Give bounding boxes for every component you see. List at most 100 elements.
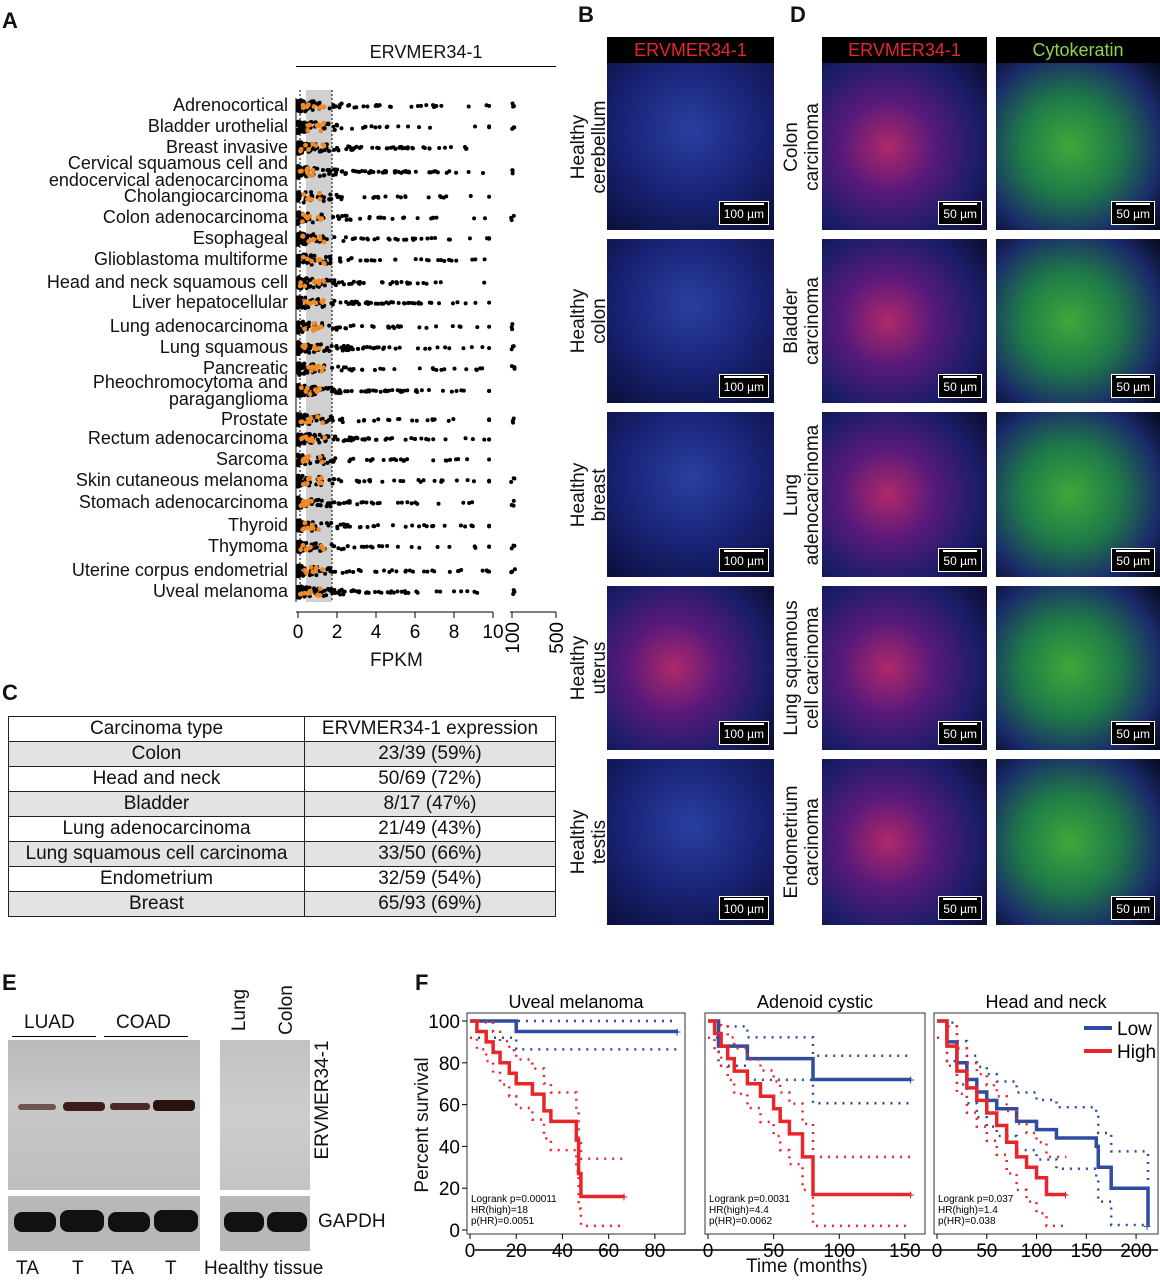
- tumor-dot: [510, 322, 515, 327]
- tumor-dot: [296, 191, 300, 196]
- tumor-dot: [325, 566, 330, 571]
- normal-dot: [316, 527, 321, 533]
- tumor-dot: [364, 500, 369, 505]
- tumor-dot: [361, 418, 366, 423]
- normal-dot: [311, 325, 316, 331]
- tumor-dot: [376, 589, 381, 594]
- tumor-dot: [443, 458, 448, 463]
- tumor-dot: [296, 130, 301, 135]
- panel-label-d: D: [790, 2, 806, 27]
- tumor-dot: [378, 215, 383, 220]
- tumor-dot: [482, 257, 487, 262]
- scale-bar: 50 µm: [1111, 374, 1155, 398]
- tumor-dot: [403, 590, 408, 595]
- tumor-dot: [352, 545, 357, 550]
- tumor-dot: [512, 366, 517, 371]
- group-label-luad: LUAD: [24, 1012, 75, 1033]
- tumor-dot: [329, 343, 334, 348]
- tumor-dot: [301, 200, 306, 205]
- tumor-dot: [297, 367, 302, 372]
- tumor-dot: [415, 281, 420, 286]
- tumor-dot: [419, 257, 424, 262]
- tumor-dot: [361, 125, 366, 130]
- tumor-dot: [487, 457, 492, 462]
- tumor-dot: [388, 436, 393, 441]
- category-label: Pheochromocytoma and paraganglioma: [92, 372, 288, 409]
- tumor-dot: [393, 236, 398, 241]
- tumor-dot: [343, 235, 348, 240]
- tumor-dot: [309, 190, 314, 195]
- scale-bar: 50 µm: [1111, 721, 1155, 745]
- y-tick-label: 20: [439, 1179, 460, 1200]
- normal-dot: [319, 480, 325, 486]
- tumor-dot: [433, 280, 438, 285]
- normal-dot: [319, 459, 325, 465]
- tumor-dot: [377, 103, 382, 108]
- category-label: Esophageal: [192, 228, 288, 248]
- tumor-dot: [296, 571, 301, 576]
- tumor-dot: [326, 148, 331, 153]
- x-tick-label: 200: [1120, 1241, 1152, 1262]
- tumor-dot: [344, 217, 349, 222]
- table-row: Head and neck 50/69 (72%): [8, 766, 556, 792]
- normal-dot: [298, 280, 304, 286]
- normal-dot: [302, 283, 308, 289]
- tumor-dot: [372, 237, 377, 242]
- tumor-dot: [463, 301, 468, 306]
- tumor-dot: [314, 545, 319, 550]
- tumor-dot: [363, 169, 368, 174]
- tumor-dot: [296, 232, 301, 237]
- y-tick-label: 0: [449, 1221, 460, 1242]
- tumor-dot: [410, 418, 415, 423]
- tumor-dot: [300, 453, 305, 458]
- normal-dot: [306, 498, 312, 504]
- tumor-dot: [377, 544, 382, 549]
- normal-dot: [302, 520, 308, 526]
- tumor-dot: [343, 213, 348, 218]
- tumor-dot: [487, 194, 492, 199]
- tumor-dot: [391, 590, 396, 595]
- confidence-interval: [937, 1036, 1067, 1228]
- tumor-dot: [427, 170, 432, 175]
- tumor-dot: [356, 590, 361, 595]
- tumor-dot: [296, 528, 301, 533]
- tumor-dot: [379, 301, 384, 306]
- tumor-dot: [296, 304, 301, 309]
- tumor-dot: [356, 419, 361, 424]
- tumor-dot: [323, 571, 328, 576]
- tumor-dot: [511, 416, 516, 421]
- tumor-dot: [339, 587, 344, 592]
- tumor-dot: [343, 326, 348, 331]
- category-label: Uterine corpus endometrial: [71, 560, 288, 580]
- tumor-dot: [331, 476, 336, 481]
- tumor-dot: [402, 237, 407, 242]
- tumor-dot: [392, 367, 397, 372]
- normal-dot: [316, 122, 322, 128]
- tumor-dot: [296, 106, 301, 111]
- tumor-dot: [330, 365, 335, 370]
- tumor-dot: [401, 479, 406, 484]
- tumor-dot: [360, 346, 365, 351]
- tumor-dot: [302, 383, 307, 388]
- micrograph-cytokeratin: 50 µm: [996, 759, 1160, 925]
- tumor-dot: [438, 589, 443, 594]
- tumor-dot: [321, 593, 326, 598]
- censor-mark: +: [906, 1186, 914, 1202]
- tumor-dot: [299, 305, 304, 310]
- tumor-dot: [333, 569, 338, 574]
- tumor-dot: [311, 99, 316, 104]
- category-label: Stomach adenocarcinoma: [78, 492, 288, 512]
- tumor-dot: [509, 570, 514, 575]
- survival-curve-low: [708, 1019, 912, 1082]
- tumor-dot: [320, 168, 325, 173]
- tumor-dot: [307, 278, 312, 283]
- tumor-dot: [349, 438, 354, 443]
- tumor-dot: [310, 220, 315, 225]
- row-label: Healthy testis: [568, 809, 610, 875]
- tumor-dot: [304, 235, 309, 240]
- tumor-dot: [302, 594, 307, 599]
- category-label: Lung adenocarcinoma: [109, 316, 288, 336]
- tumor-dot: [346, 103, 351, 108]
- tumor-dot: [319, 149, 324, 154]
- expression-cell: 32/59 (54%): [304, 866, 556, 892]
